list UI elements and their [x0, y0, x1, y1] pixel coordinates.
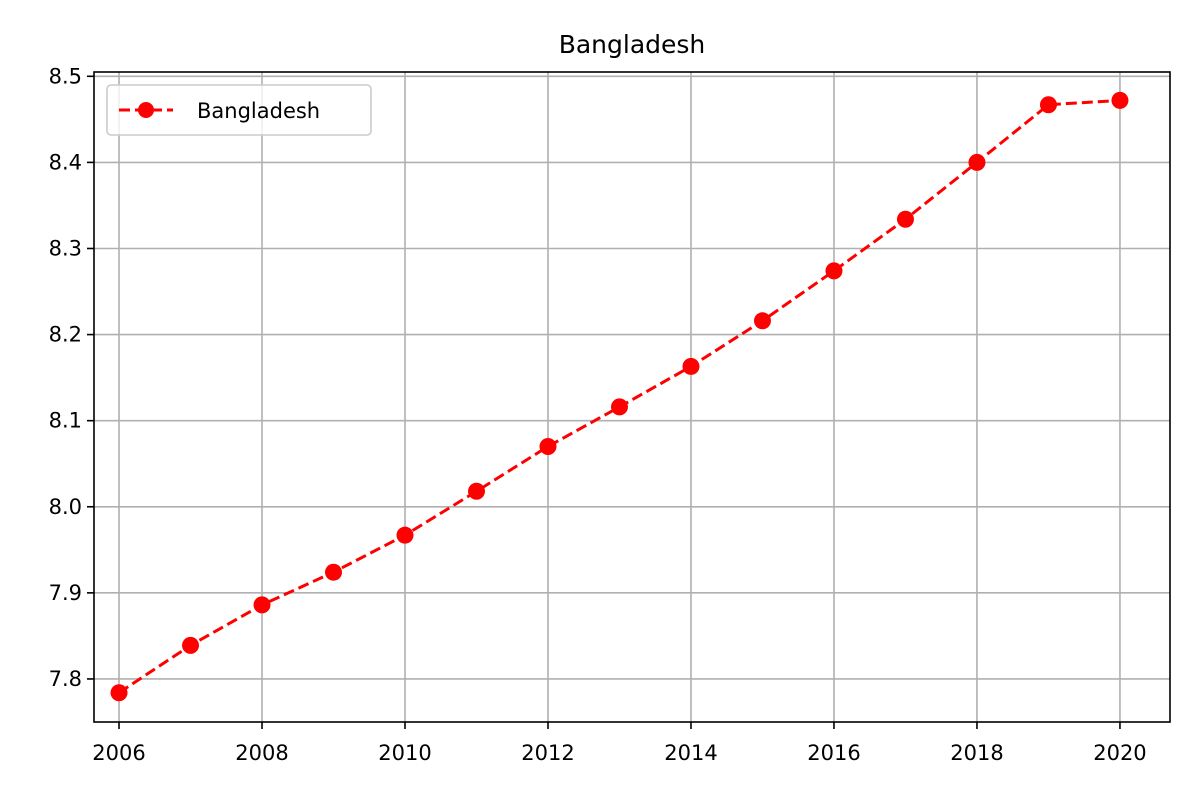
legend: Bangladesh	[106, 84, 372, 136]
x-tick-label: 2012	[521, 741, 574, 765]
y-tick-label: 7.8	[49, 667, 82, 691]
y-tick-label: 8.0	[49, 495, 82, 519]
x-tick-label: 2010	[378, 741, 431, 765]
x-tick-label: 2008	[235, 741, 288, 765]
data-point	[753, 312, 771, 330]
legend-marker	[138, 102, 154, 118]
data-point	[1039, 96, 1057, 114]
data-point	[539, 438, 557, 456]
data-point	[110, 684, 128, 702]
data-point	[825, 262, 843, 280]
series-layer	[110, 91, 1129, 702]
x-tick-label: 2020	[1093, 741, 1146, 765]
data-point	[396, 526, 414, 544]
data-point	[325, 563, 343, 581]
x-tick-label: 2016	[807, 741, 860, 765]
data-point	[467, 482, 485, 500]
y-tick-label: 8.4	[49, 150, 82, 174]
data-point	[182, 636, 200, 654]
y-tick-label: 7.9	[49, 581, 82, 605]
data-point	[610, 398, 628, 416]
data-point	[253, 596, 271, 614]
grid-lines	[94, 72, 1170, 722]
data-point	[682, 357, 700, 375]
x-tick-label: 2018	[950, 741, 1003, 765]
legend-box	[106, 84, 372, 136]
y-tick-label: 8.2	[49, 323, 82, 347]
y-tick-label: 8.3	[49, 236, 82, 260]
data-point	[896, 210, 914, 228]
data-point	[1111, 91, 1129, 109]
y-tick-label: 8.5	[49, 64, 82, 88]
x-tick-label: 2014	[664, 741, 717, 765]
chart-title: Bangladesh	[559, 30, 706, 59]
y-tick-label: 8.1	[49, 409, 82, 433]
legend-label: Bangladesh	[197, 99, 320, 123]
axis-ticks: 2006 2008 2010 2012 2014 2016 2018 2020 7.8 7.9 8.…	[49, 64, 1147, 765]
data-point	[968, 153, 986, 171]
x-tick-label: 2006	[92, 741, 145, 765]
axes-frame	[93, 71, 1171, 723]
